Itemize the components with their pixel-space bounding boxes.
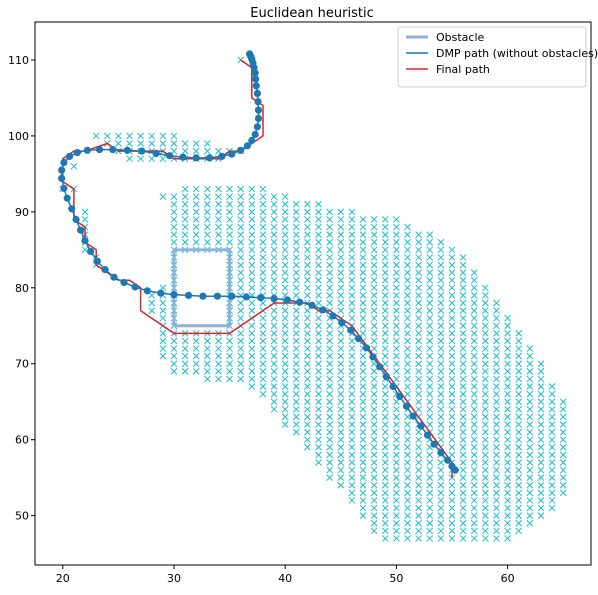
dmp-path-point — [74, 149, 81, 156]
dmp-path-point — [77, 227, 84, 234]
dmp-path-point — [308, 302, 315, 309]
dmp-path-point — [271, 295, 278, 302]
y-tick-label: 80 — [15, 282, 29, 295]
dmp-path-point — [218, 153, 225, 160]
dmp-path-point — [338, 319, 345, 326]
legend-label: DMP path (without obstacles) — [436, 47, 598, 60]
y-tick-label: 50 — [15, 510, 29, 523]
dmp-path-point — [68, 205, 75, 212]
dmp-path-point — [284, 296, 291, 303]
dmp-path-point — [396, 393, 403, 400]
dmp-path-point — [179, 154, 186, 161]
dmp-path-point — [206, 154, 213, 161]
y-tick-label: 90 — [15, 206, 29, 219]
dmp-path-point — [109, 146, 116, 153]
dmp-path-point — [452, 467, 459, 474]
dmp-path-point — [66, 153, 73, 160]
dmp-path-point — [243, 293, 250, 300]
dmp-path-point — [410, 413, 417, 420]
dmp-path-point — [252, 69, 259, 76]
dmp-path-point — [319, 306, 326, 313]
dmp-path-point — [255, 115, 262, 122]
dmp-path-point — [166, 152, 173, 159]
dmp-path-point — [347, 327, 354, 334]
legend: Obstacle DMP path (without obstacles) Fina… — [398, 27, 598, 87]
legend-label: Final path — [436, 63, 490, 76]
dmp-path-point — [254, 90, 261, 97]
dmp-path-point — [170, 291, 177, 298]
dmp-path-point — [58, 175, 65, 182]
dmp-path-point — [257, 294, 264, 301]
dmp-path-point — [199, 293, 206, 300]
dmp-path-point — [214, 293, 221, 300]
dmp-path-point — [444, 457, 451, 464]
dmp-path-point — [237, 147, 244, 154]
x-tick-label: 50 — [389, 572, 403, 585]
dmp-path-point — [94, 258, 101, 265]
dmp-path-point — [254, 98, 261, 105]
dmp-path-point — [193, 154, 200, 161]
dmp-path-point — [73, 216, 80, 223]
y-tick-label: 60 — [15, 434, 29, 447]
dmp-path-point — [157, 290, 164, 297]
dmp-path-point — [64, 195, 71, 202]
dmp-path-point — [228, 293, 235, 300]
dmp-path-point — [431, 441, 438, 448]
dmp-path-point — [424, 432, 431, 439]
y-tick-label: 70 — [15, 358, 29, 371]
x-tick-label: 60 — [501, 572, 515, 585]
dmp-path-point — [60, 185, 67, 192]
dmp-path-point — [60, 159, 67, 166]
dmp-path-point — [102, 266, 109, 273]
dmp-path-point — [296, 299, 303, 306]
dmp-path-point — [363, 344, 370, 351]
dmp-path-point — [369, 353, 376, 360]
dmp-path-point — [252, 75, 259, 82]
dmp-path-point — [390, 383, 397, 390]
y-tick-label: 100 — [8, 130, 29, 143]
dmp-path-point — [185, 292, 192, 299]
dmp-path-point — [81, 237, 88, 244]
dmp-path-point — [244, 142, 251, 149]
dmp-path-point — [84, 147, 91, 154]
dmp-path-point — [153, 150, 160, 157]
dmp-path-point — [437, 449, 444, 456]
dmp-path-point — [376, 363, 383, 370]
dmp-path-point — [329, 312, 336, 319]
x-tick-label: 30 — [167, 572, 181, 585]
dmp-path-point — [252, 131, 259, 138]
legend-label: Obstacle — [436, 31, 485, 44]
dmp-path-point — [138, 148, 145, 155]
dmp-path-point — [144, 287, 151, 294]
dmp-path-point — [417, 422, 424, 429]
dmp-path-point — [124, 147, 131, 154]
dmp-path-point — [254, 123, 261, 130]
dmp-path-point — [132, 283, 139, 290]
dmp-path-point — [403, 403, 410, 410]
x-tick-label: 20 — [56, 572, 70, 585]
chart-title: Euclidean heuristic — [250, 6, 373, 21]
dmp-path-point — [355, 335, 362, 342]
y-tick-label: 110 — [8, 54, 29, 67]
dmp-path-point — [87, 248, 94, 255]
dmp-path-point — [228, 151, 235, 158]
dmp-path-point — [58, 167, 65, 174]
dmp-path-point — [253, 82, 260, 89]
dmp-path-point — [120, 279, 127, 286]
x-tick-label: 40 — [278, 572, 292, 585]
dmp-path-point — [383, 373, 390, 380]
dmp-path-point — [96, 146, 103, 153]
dmp-path-point — [255, 107, 262, 114]
dmp-path-point — [110, 274, 117, 281]
